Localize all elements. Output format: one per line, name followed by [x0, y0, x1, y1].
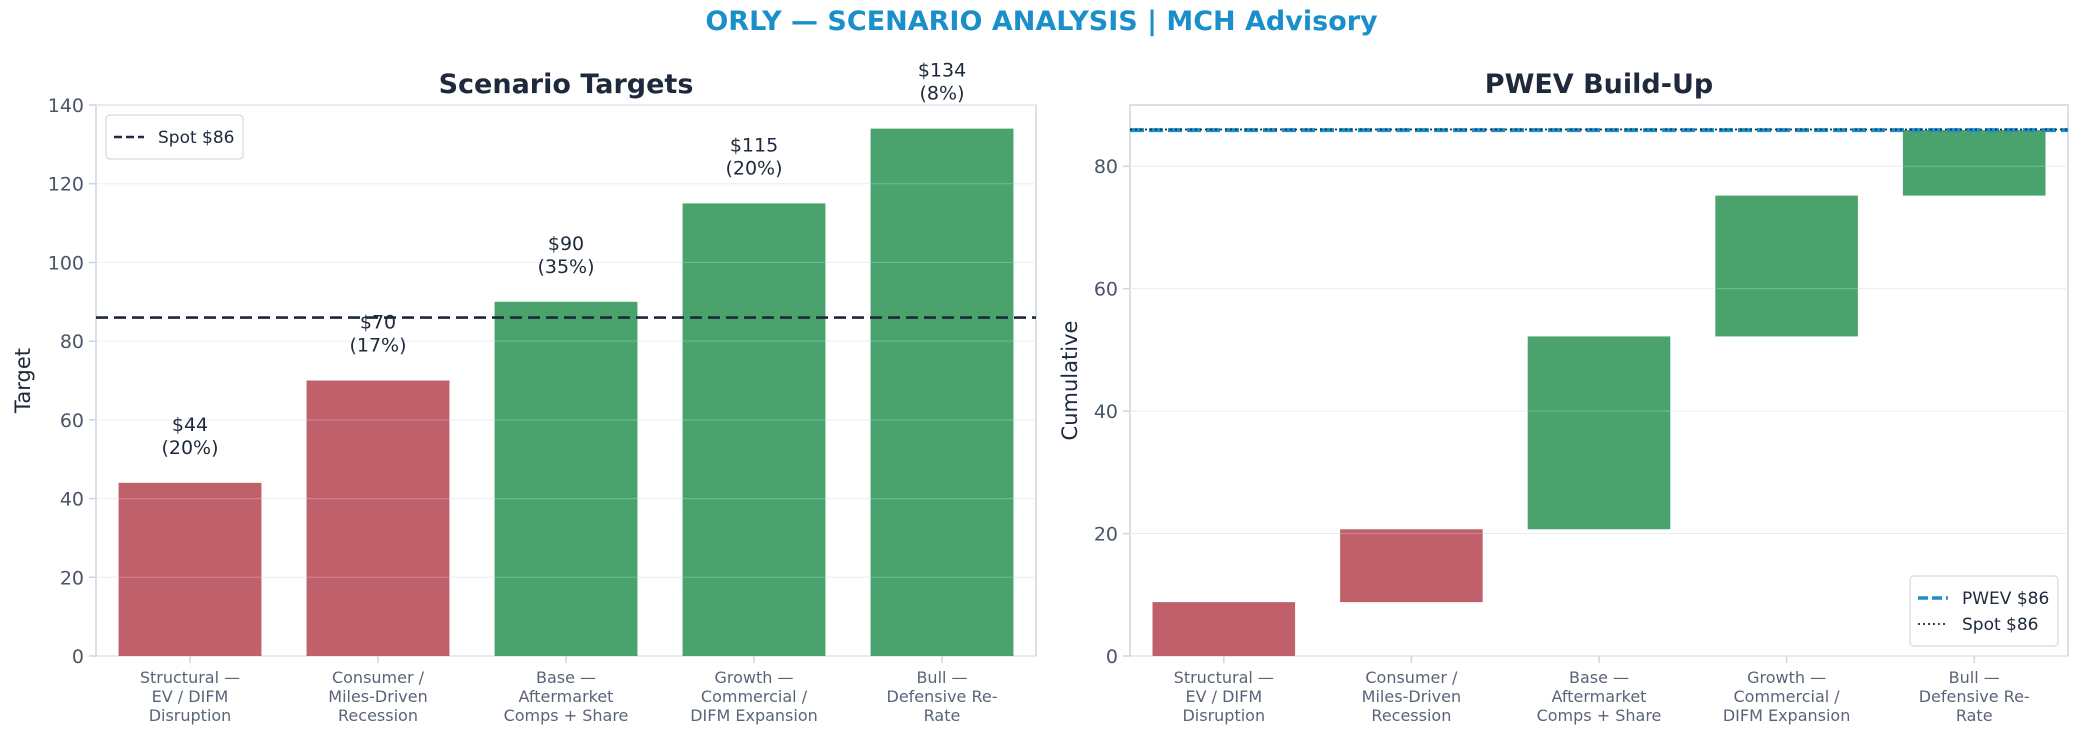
x-tick-label: Consumer / — [1365, 668, 1458, 687]
x-tick-label: Disruption — [1182, 706, 1265, 725]
y-tick-label: 60 — [1094, 279, 1118, 301]
x-tick-label: EV / DIFM — [152, 687, 229, 706]
x-tick-label: Miles-Driven — [1362, 687, 1461, 706]
x-tick-label: Structural — — [1174, 668, 1274, 687]
bar — [1527, 336, 1671, 530]
y-tick-label: 0 — [72, 646, 84, 668]
y-tick-label: 20 — [60, 567, 84, 589]
bar — [870, 128, 1014, 657]
bar — [1902, 130, 2046, 196]
x-tick-label: Recession — [1371, 706, 1451, 725]
x-tick-label: Defensive Re- — [887, 687, 998, 706]
x-tick-label: Commercial / — [701, 687, 808, 706]
x-tick-label: Aftermarket — [1552, 687, 1647, 706]
x-tick-label: Disruption — [149, 706, 232, 725]
bar — [1340, 529, 1483, 603]
x-tick-label: EV / DIFM — [1185, 687, 1262, 706]
x-tick-label: Recession — [338, 706, 418, 725]
legend-label: PWEV $86 — [1962, 589, 2049, 609]
bar-value-label: $115 — [730, 134, 778, 156]
x-tick-label: Miles-Driven — [328, 687, 427, 706]
x-tick-label: Comps + Share — [504, 706, 629, 725]
y-tick-label: 60 — [60, 410, 84, 432]
y-tick-label: 100 — [48, 252, 84, 274]
bar-value-label: $70 — [360, 312, 396, 334]
bar — [118, 482, 262, 656]
x-tick-label: Comps + Share — [1537, 706, 1662, 725]
panel-title: Scenario Targets — [439, 69, 694, 100]
y-tick-label: 40 — [60, 489, 84, 511]
y-tick-label: 120 — [48, 174, 84, 196]
figure-title: ORLY — SCENARIO ANALYSIS | MCH Advisory — [705, 6, 1378, 37]
x-tick-label: Rate — [1956, 706, 1993, 725]
bar — [1715, 195, 1858, 337]
bar-value-label: $134 — [918, 60, 966, 82]
legend-box — [105, 114, 244, 160]
bar-share-label: (20%) — [725, 157, 782, 179]
bar — [682, 203, 826, 656]
bar-share-label: (35%) — [537, 256, 594, 278]
y-tick-label: 140 — [48, 95, 84, 117]
bar-share-label: (8%) — [920, 83, 965, 105]
bar — [1152, 602, 1296, 656]
legend-label: Spot $86 — [1962, 615, 2039, 635]
x-tick-label: Growth — — [715, 668, 794, 687]
y-tick-label: 80 — [60, 331, 84, 353]
x-tick-label: Rate — [924, 706, 961, 725]
y-tick-label: 20 — [1094, 524, 1118, 546]
bar — [306, 380, 450, 656]
y-axis-label: Target — [11, 348, 35, 414]
x-tick-label: Bull — — [1949, 668, 2000, 687]
y-tick-label: 0 — [1106, 646, 1118, 668]
x-tick-label: Structural — — [140, 668, 240, 687]
y-axis-label: Cumulative — [1058, 321, 1082, 441]
bar-value-label: $44 — [172, 414, 208, 436]
bar-share-label: (20%) — [161, 437, 218, 459]
panel-title: PWEV Build-Up — [1485, 69, 1713, 100]
bar-share-label: (17%) — [349, 335, 406, 357]
y-tick-label: 80 — [1094, 156, 1118, 178]
x-tick-label: Base — — [1569, 668, 1629, 687]
y-tick-label: 40 — [1094, 401, 1118, 423]
x-tick-label: Aftermarket — [519, 687, 614, 706]
x-tick-label: Defensive Re- — [1919, 687, 2030, 706]
x-tick-label: DIFM Expansion — [690, 706, 818, 725]
x-tick-label: Bull — — [916, 668, 967, 687]
x-tick-label: Growth — — [1747, 668, 1826, 687]
x-tick-label: Commercial / — [1734, 687, 1841, 706]
bar — [494, 301, 638, 656]
legend-box — [1909, 575, 2059, 647]
bar-value-label: $90 — [548, 233, 584, 255]
x-tick-label: Consumer / — [332, 668, 425, 687]
x-tick-label: Base — — [536, 668, 596, 687]
legend-label: Spot $86 — [158, 128, 235, 148]
x-tick-label: DIFM Expansion — [1723, 706, 1851, 725]
